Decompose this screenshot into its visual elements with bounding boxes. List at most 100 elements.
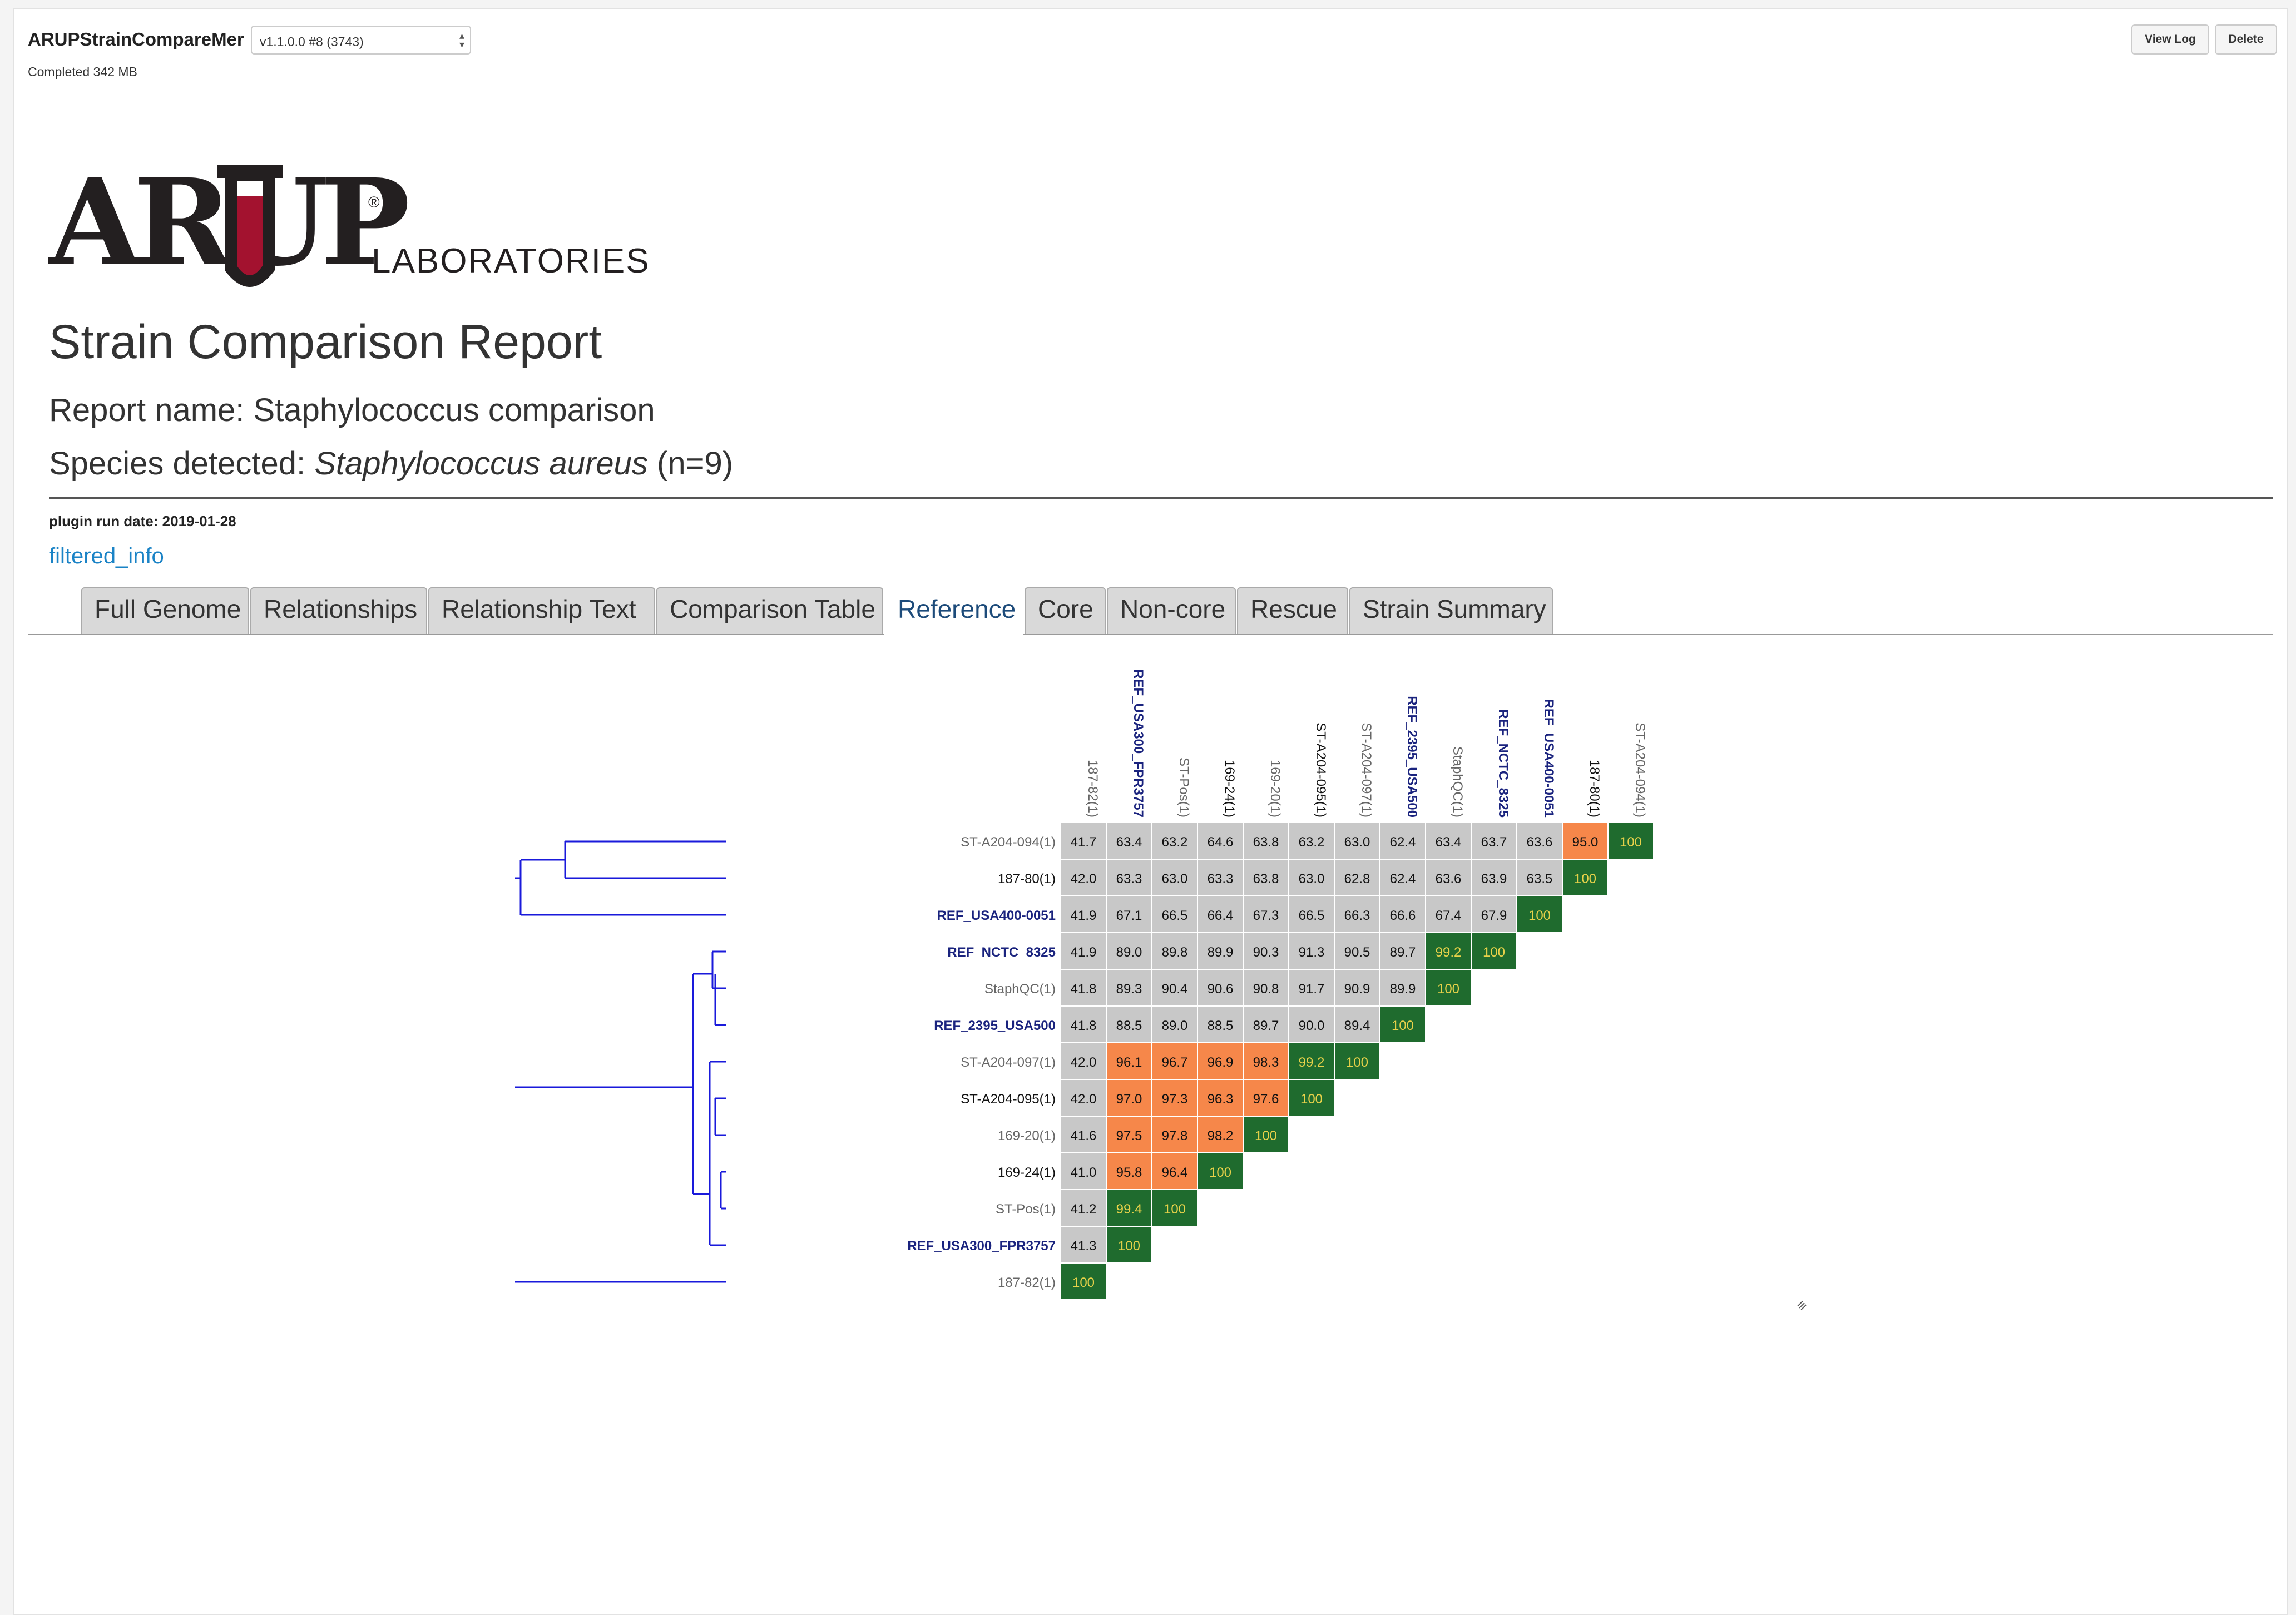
cell-value: 63.3: [1208, 871, 1234, 886]
heatmap-cell: [1472, 823, 1516, 859]
heatmap-cell: [1198, 1153, 1243, 1189]
heatmap-cell: [1380, 970, 1425, 1005]
heatmap-cell: [1380, 860, 1425, 895]
cell-value: 100: [1300, 1092, 1323, 1107]
row-label: ST-Pos(1): [996, 1202, 1056, 1217]
cell-value: 90.0: [1299, 1018, 1325, 1033]
row-label: 187-80(1): [998, 871, 1056, 886]
row-label: 169-20(1): [998, 1128, 1056, 1143]
tab-rescue[interactable]: Rescue: [1237, 587, 1348, 634]
cell-value: 63.4: [1436, 835, 1462, 850]
cell-value: 63.0: [1162, 871, 1188, 886]
cell-value: 100: [1483, 945, 1505, 960]
row-label: ST-A204-097(1): [961, 1055, 1056, 1070]
cell-value: 64.6: [1208, 835, 1234, 850]
cell-value: 88.5: [1208, 1018, 1234, 1033]
heatmap-cell: [1244, 1043, 1288, 1079]
cell-value: 42.0: [1071, 1092, 1097, 1107]
column-label: 169-24(1): [1222, 760, 1237, 818]
logo-subtitle: LABORATORIES: [372, 242, 650, 280]
cell-value: 41.9: [1071, 945, 1097, 960]
cell-value: 42.0: [1071, 871, 1097, 886]
report-tabs: Full Genome Relationships Relationship T…: [28, 585, 2273, 636]
heatmap-cell: [1061, 1007, 1106, 1042]
test-tube-icon: [217, 165, 283, 287]
divider: [49, 497, 2273, 499]
heatmap-cell: [1152, 1117, 1197, 1152]
cell-value: 100: [1255, 1128, 1277, 1143]
cell-value: 41.2: [1071, 1202, 1097, 1217]
cell-value: 67.1: [1116, 908, 1142, 923]
tab-reference[interactable]: Reference: [884, 587, 1023, 636]
heatmap-cell: [1335, 1043, 1379, 1079]
plugin-panel: ARUPStrainCompareMer v1.1.0.0 #8 (3743) …: [13, 8, 2288, 1615]
heatmap-cell: [1198, 1117, 1243, 1152]
cell-value: 63.2: [1162, 835, 1188, 850]
heatmap-cell: [1244, 860, 1288, 895]
cell-value: 100: [1072, 1275, 1095, 1290]
tab-strain-summary[interactable]: Strain Summary: [1349, 587, 1553, 634]
cell-value: 95.0: [1572, 835, 1599, 850]
column-label: 187-80(1): [1587, 760, 1602, 818]
tab-core[interactable]: Core: [1025, 587, 1106, 634]
heatmap-cell: [1061, 1190, 1106, 1226]
heatmap-cell: [1061, 933, 1106, 969]
heatmap-cell: [1289, 970, 1334, 1005]
cell-value: 63.3: [1116, 871, 1142, 886]
cell-value: 90.6: [1208, 982, 1234, 997]
cell-value: 90.4: [1162, 982, 1188, 997]
heatmap-cell: [1061, 1043, 1106, 1079]
heatmap-cell: [1198, 1007, 1243, 1042]
heatmap-cell: [1244, 1117, 1288, 1152]
heatmap-cell: [1335, 860, 1379, 895]
heatmap-cell: [1289, 860, 1334, 895]
column-label: StaphQC(1): [1450, 746, 1465, 818]
heatmap-cell: [1380, 1007, 1425, 1042]
heatmap-cell: [1609, 823, 1653, 859]
heatmap-cell: [1380, 933, 1425, 969]
filtered-info-link[interactable]: filtered_info: [49, 544, 164, 568]
view-log-button[interactable]: View Log: [2131, 24, 2209, 55]
cell-value: 42.0: [1071, 1055, 1097, 1070]
cell-value: 90.5: [1344, 945, 1370, 960]
cell-value: 100: [1437, 982, 1459, 997]
heatmap-cell: [1517, 823, 1562, 859]
run-status: Completed 342 MB: [28, 65, 137, 79]
column-label: REF_NCTC_8325: [1496, 709, 1511, 818]
heatmap-cell: [1061, 970, 1106, 1005]
column-label: ST-Pos(1): [1176, 757, 1191, 818]
version-select[interactable]: v1.1.0.0 #8 (3743) ▴ ▾: [251, 26, 471, 55]
cell-value: 62.4: [1390, 835, 1416, 850]
arup-logo: ARUP ® LABORATORIES: [49, 164, 649, 308]
heatmap-cell: [1244, 970, 1288, 1005]
tab-non-core[interactable]: Non-core: [1107, 587, 1236, 634]
heatmap-cell: [1107, 1227, 1151, 1262]
cell-value: 63.4: [1116, 835, 1142, 850]
tab-relationship-text[interactable]: Relationship Text: [428, 587, 655, 634]
heatmap-cell: [1061, 1227, 1106, 1262]
column-label: REF_USA400-0051: [1541, 699, 1556, 818]
heatmap-cell: [1380, 896, 1425, 932]
cell-value: 89.9: [1208, 945, 1234, 960]
cell-value: 63.2: [1299, 835, 1325, 850]
heatmap-cell: [1426, 823, 1471, 859]
cell-value: 91.3: [1299, 945, 1325, 960]
heatmap-cell: [1152, 1190, 1197, 1226]
delete-button[interactable]: Delete: [2215, 24, 2277, 55]
tab-comparison-table[interactable]: Comparison Table: [656, 587, 883, 634]
cell-value: 100: [1118, 1239, 1140, 1254]
species-name: Staphylococcus aureus: [314, 445, 648, 482]
heatmap-cell: [1198, 970, 1243, 1005]
cell-value: 89.7: [1253, 1018, 1279, 1033]
heatmap-cell: [1107, 860, 1151, 895]
tab-full-genome[interactable]: Full Genome: [81, 587, 249, 634]
heatmap-cell: [1198, 1043, 1243, 1079]
cell-value: 95.8: [1116, 1165, 1142, 1180]
row-label: REF_NCTC_8325: [947, 945, 1056, 960]
tab-relationships[interactable]: Relationships: [250, 587, 427, 634]
cell-value: 98.3: [1253, 1055, 1279, 1070]
cell-value: 66.6: [1390, 908, 1416, 923]
heatmap-cell: [1107, 1080, 1151, 1116]
cell-value: 89.3: [1116, 982, 1142, 997]
heatmap-cell: [1472, 896, 1516, 932]
